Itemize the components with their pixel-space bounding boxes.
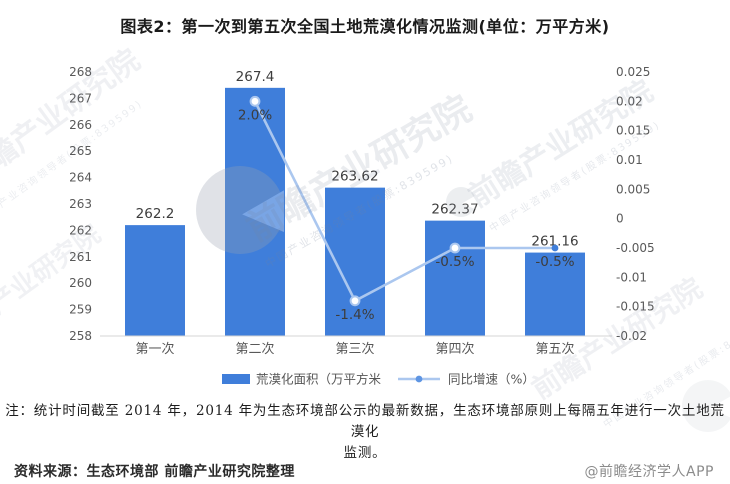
right-axis-tick: 0.025 (616, 65, 650, 79)
note: 注：统计时间截至 2014 年，2014 年为生态环境部公示的最新数据，生态环境… (0, 401, 730, 464)
bar-value-label: 262.2 (136, 206, 175, 222)
left-axis-tick: 261 (69, 250, 92, 264)
right-axis-tick: -0.005 (616, 241, 655, 255)
bar-value-label: 262.37 (431, 202, 478, 218)
plot-area: 268 267 266 265 264 263 262 261 260 259 258 0.025 0.… (0, 52, 730, 397)
x-axis-label: 第一次 (135, 341, 174, 357)
y-axis-right: 0.025 0.02 0.015 0.01 0.005 0 -0.005 -0.01 -0.01… (616, 65, 655, 343)
growth-line: 2.0% -1.4% -0.5% -0.5% (238, 95, 575, 323)
source-text: 资料来源：生态环境部 前瞻产业研究院整理 (14, 464, 295, 480)
note-line-1: 注：统计时间截至 2014 年，2014 年为生态环境部公示的最新数据，生态环境… (5, 403, 725, 440)
right-axis-tick: 0.015 (616, 124, 650, 138)
left-axis-tick: 262 (69, 223, 92, 237)
bar-value-label: 263.62 (331, 169, 378, 185)
bars: 262.2 267.4 263.62 262.37 261.16 (125, 69, 585, 336)
left-axis-tick: 263 (69, 197, 92, 211)
left-axis-tick: 258 (69, 329, 92, 343)
combo-chart: 2682672662652642632622612602592580.0250.… (69, 65, 655, 387)
note-line-2: 监测。 (343, 445, 387, 461)
left-axis-tick: 268 (69, 65, 92, 79)
credit-text: @前瞻经济学人APP (584, 464, 714, 480)
x-axis: 第一次 第二次 第三次 第四次 第五次 (135, 341, 574, 357)
bar-value-label: 261.16 (531, 234, 578, 250)
left-axis-tick: 265 (69, 144, 92, 158)
line-marker (449, 242, 461, 254)
bar (525, 252, 585, 336)
growth-label: -0.5% (535, 254, 574, 270)
right-axis-tick: -0.01 (616, 270, 647, 284)
line-marker-last (551, 244, 559, 252)
left-axis-tick: 264 (69, 171, 92, 185)
legend: 荒漠化面积（万平方米 同比增速（%） (222, 372, 535, 387)
right-axis-tick: -0.02 (616, 329, 647, 343)
bar-value-label: 267.4 (236, 69, 275, 85)
y-axis-left: 268 267 266 265 264 263 262 261 260 259 258 (69, 65, 92, 343)
right-axis-tick: 0.005 (616, 182, 650, 196)
growth-label: 2.0% (238, 107, 272, 123)
line-marker (249, 95, 261, 107)
left-axis-tick: 267 (69, 91, 92, 105)
legend-line-marker (415, 375, 423, 383)
bar (125, 225, 185, 336)
bar (425, 220, 485, 336)
legend-bar-label: 荒漠化面积（万平方米 (256, 372, 382, 387)
right-axis-tick: 0 (616, 212, 624, 226)
right-axis-tick: 0.01 (616, 153, 643, 167)
line-marker (349, 295, 361, 307)
x-axis-label: 第三次 (335, 341, 374, 357)
left-axis-tick: 260 (69, 276, 92, 290)
chart-title: 图表2：第一次到第五次全国土地荒漠化情况监测(单位：万平方米) (120, 17, 610, 36)
left-axis-tick: 259 (69, 303, 92, 317)
right-axis-tick: -0.015 (616, 300, 655, 314)
legend-bar-swatch (222, 374, 250, 384)
left-axis-tick: 266 (69, 118, 92, 132)
right-axis-tick: 0.02 (616, 94, 643, 108)
bar (225, 87, 285, 336)
legend-line-label: 同比增速（%） (448, 372, 535, 387)
growth-line-path (253, 100, 555, 303)
x-axis-label: 第二次 (235, 341, 274, 357)
growth-label: -1.4% (335, 307, 374, 323)
x-axis-label: 第五次 (535, 341, 574, 357)
growth-label: -0.5% (435, 254, 474, 270)
x-axis-label: 第四次 (435, 341, 474, 357)
